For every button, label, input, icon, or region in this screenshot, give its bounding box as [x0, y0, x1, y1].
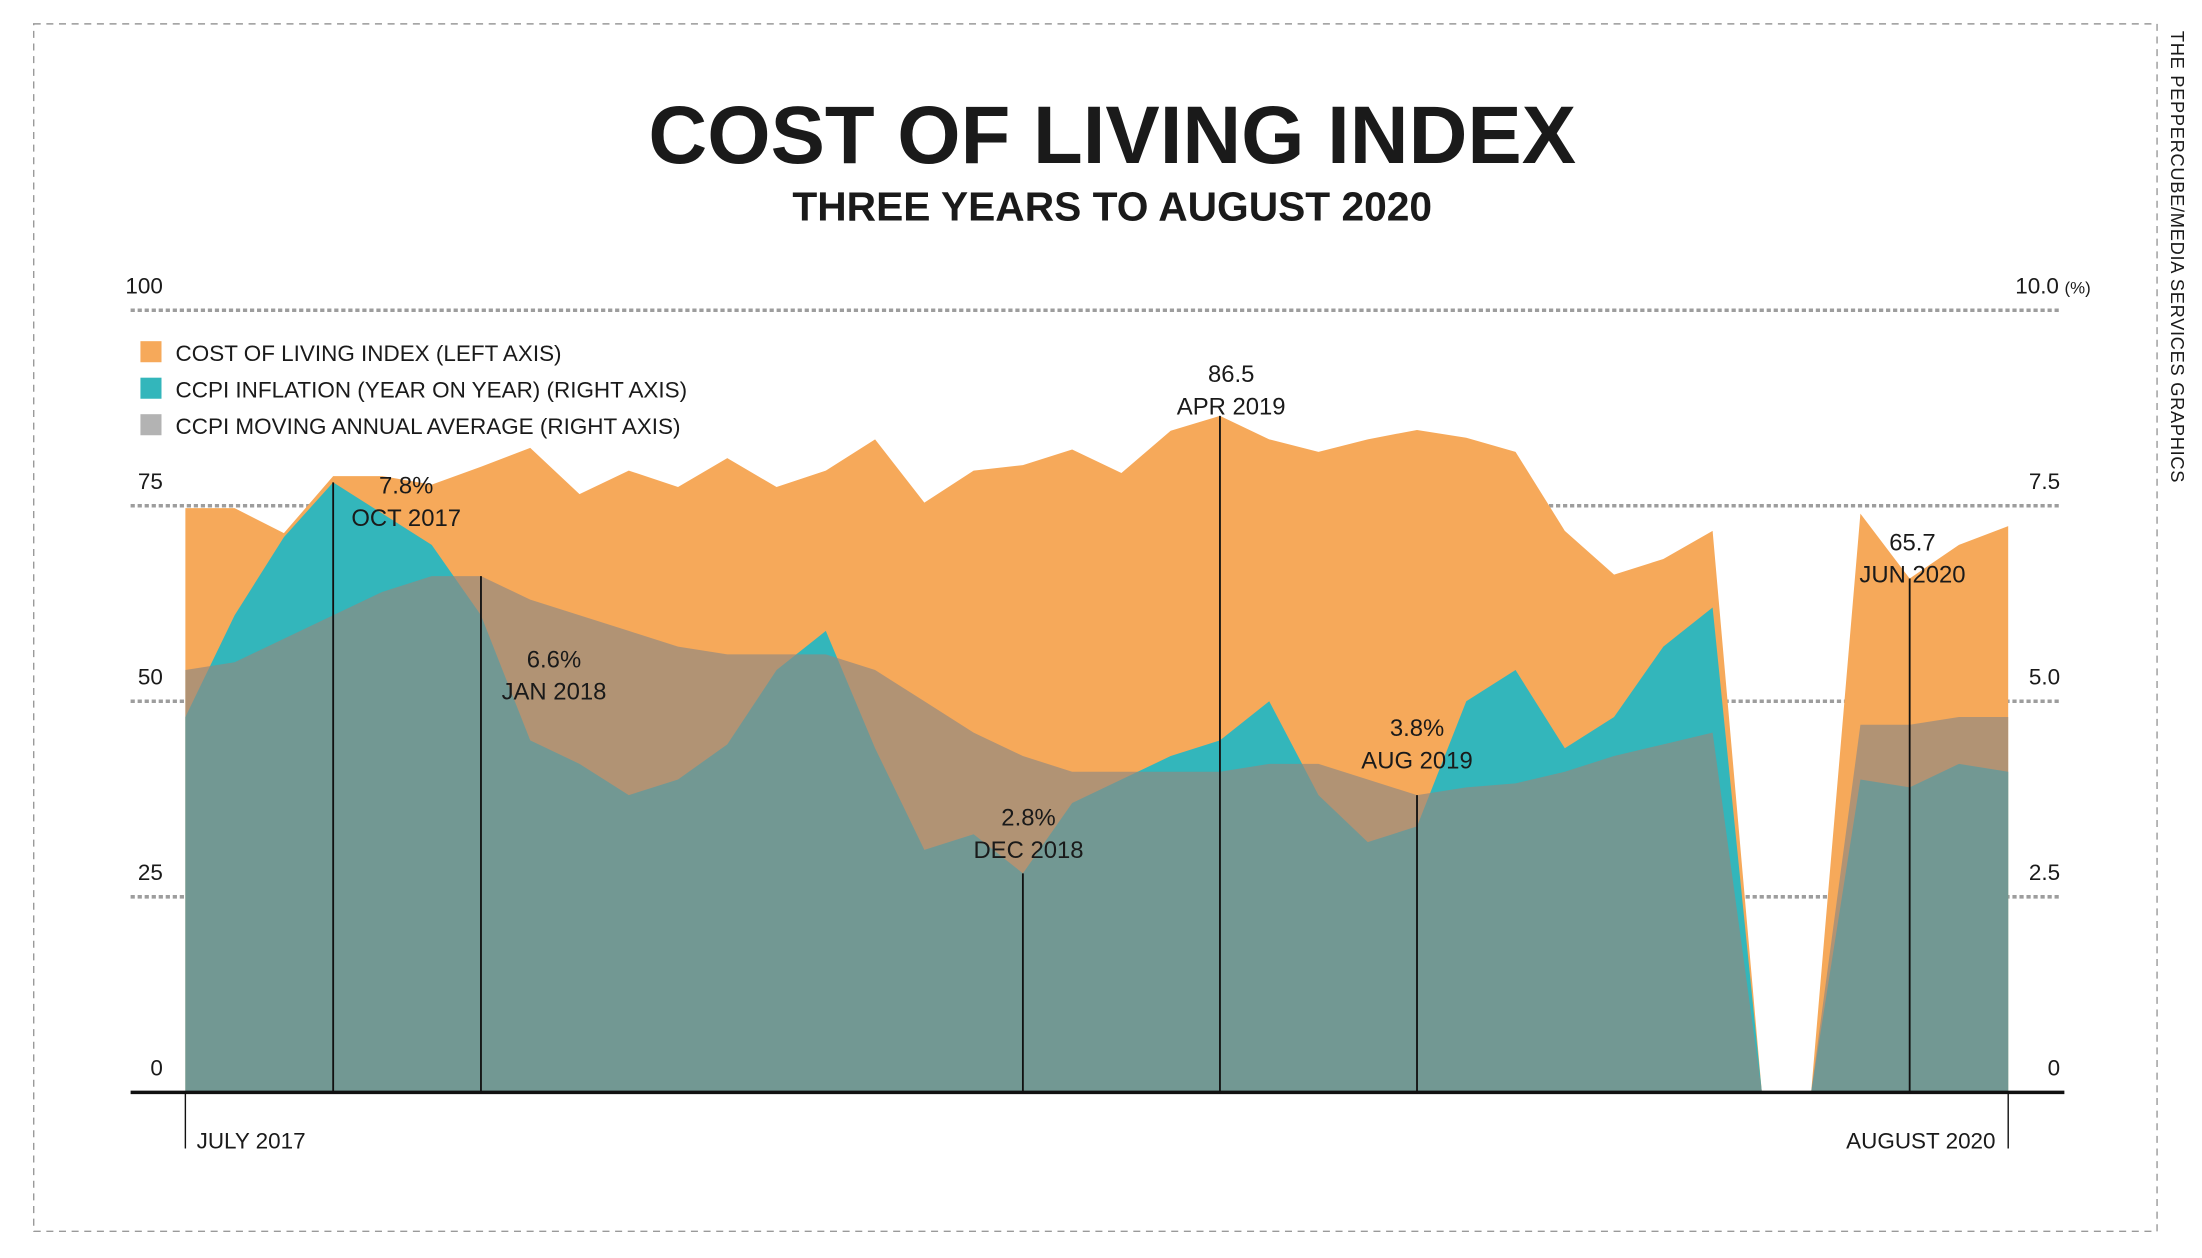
annotation-date: JUN 2020 [1859, 562, 1965, 589]
annotation-value: 86.5 [1208, 361, 1254, 388]
annotation-value: 7.8% [379, 473, 433, 500]
legend-swatch [140, 414, 162, 436]
annotation-date: DEC 2018 [973, 837, 1083, 864]
right-axis-tick: 10.0 (%) [2015, 273, 2091, 298]
right-axis-tick: 2.5 [2029, 860, 2060, 885]
annotation-date: AUG 2019 [1361, 747, 1472, 774]
annotation-value: 3.8% [1390, 715, 1444, 742]
legend-label: CCPI INFLATION (YEAR ON YEAR) (RIGHT AXI… [176, 377, 688, 402]
right-axis-tick: 0 [2048, 1055, 2061, 1080]
annotation-date: OCT 2017 [351, 505, 461, 532]
chart-title: COST OF LIVING INDEX [648, 90, 1576, 181]
x-label-end: AUGUST 2020 [1846, 1128, 1995, 1153]
annotation-date: APR 2019 [1177, 393, 1286, 420]
x-label-start: JULY 2017 [197, 1128, 306, 1153]
right-axis-tick: 7.5 [2029, 469, 2060, 494]
right-axis-tick: 5.0 [2029, 664, 2060, 689]
left-axis-tick: 50 [138, 664, 163, 689]
left-axis-tick: 0 [150, 1055, 163, 1080]
annotation-date: JAN 2018 [502, 679, 607, 706]
left-axis-tick: 75 [138, 469, 163, 494]
annotation-value: 2.8% [1001, 805, 1055, 832]
legend-label: CCPI MOVING ANNUAL AVERAGE (RIGHT AXIS) [176, 414, 681, 439]
frame-border [33, 23, 2158, 1233]
area-series-3 [185, 576, 2009, 1093]
legend-swatch [140, 377, 162, 399]
annotation-value: 65.7 [1889, 529, 1935, 556]
legend-label: COST OF LIVING INDEX (LEFT AXIS) [176, 341, 562, 366]
annotation-value: 6.6% [527, 646, 581, 673]
credit-text: THE PEPPERCUBE/MEDIA SERVICES GRAPHICS [2167, 31, 2188, 483]
left-axis-tick: 25 [138, 860, 163, 885]
right-axis-unit: (%) [2065, 278, 2091, 297]
left-axis-tick: 100 [125, 273, 162, 298]
chart-subtitle: THREE YEARS TO AUGUST 2020 [792, 183, 1432, 229]
legend-swatch [140, 341, 162, 363]
